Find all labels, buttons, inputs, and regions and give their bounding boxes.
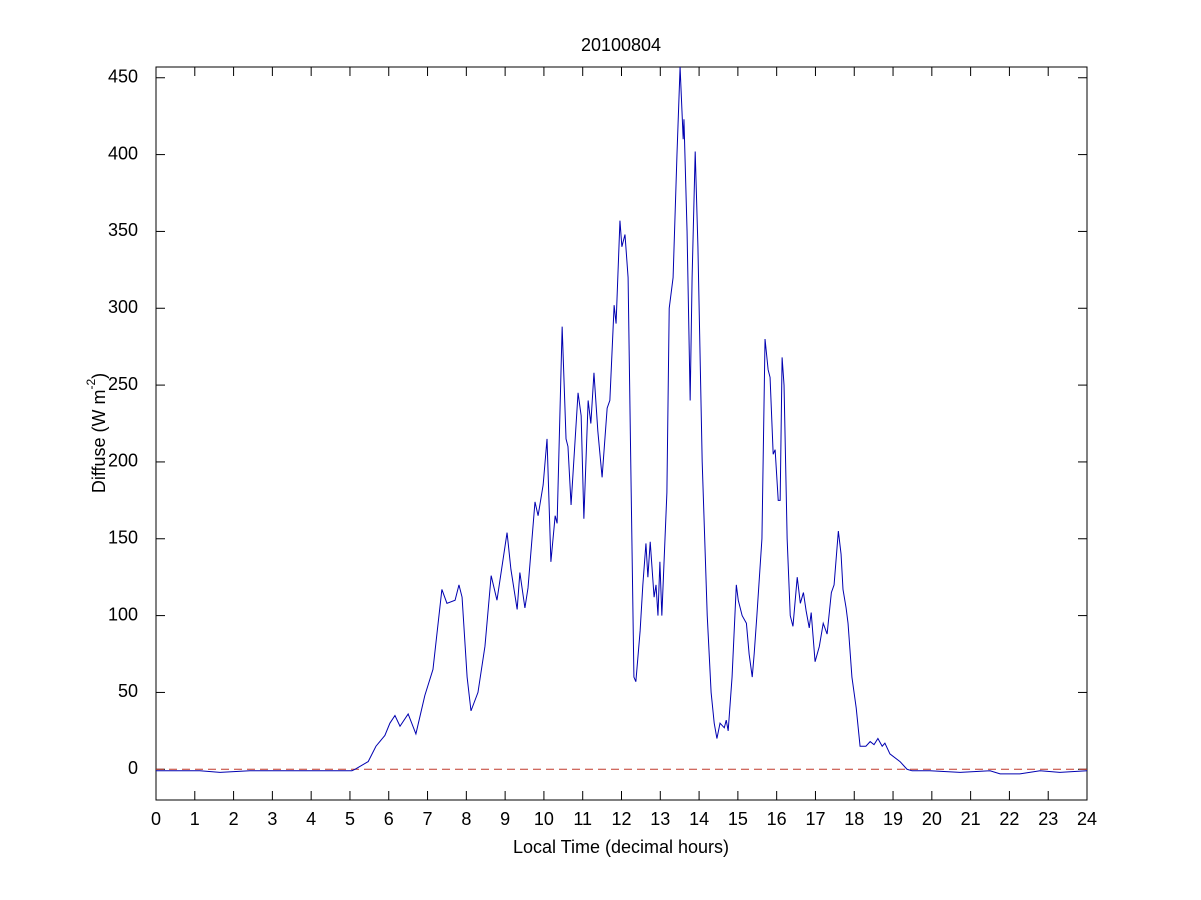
x-axis-label: Local Time (decimal hours)	[513, 837, 729, 857]
y-tick-label: 350	[108, 220, 138, 240]
y-tick-label: 300	[108, 297, 138, 317]
x-tick-label: 1	[190, 809, 200, 829]
x-tick-label: 18	[844, 809, 864, 829]
y-tick-label: 100	[108, 604, 138, 624]
y-tick-label: 50	[118, 681, 138, 701]
x-tick-label: 4	[306, 809, 316, 829]
x-tick-label: 21	[961, 809, 981, 829]
y-tick-label: 450	[108, 67, 138, 87]
x-tick-label: 23	[1038, 809, 1058, 829]
x-tick-label: 3	[267, 809, 277, 829]
x-tick-label: 9	[500, 809, 510, 829]
y-axis-label: Diffuse (W m-2)	[84, 373, 109, 493]
x-tick-label: 7	[423, 809, 433, 829]
x-tick-label: 6	[384, 809, 394, 829]
x-tick-label: 5	[345, 809, 355, 829]
x-tick-label: 16	[767, 809, 787, 829]
y-axis-label-superscript: -2	[84, 378, 98, 389]
x-tick-label: 12	[611, 809, 631, 829]
x-tick-label: 11	[573, 809, 592, 829]
data-line	[156, 66, 1088, 775]
y-tick-label: 200	[108, 451, 138, 471]
x-tick-label: 13	[650, 809, 670, 829]
x-tick-label: 22	[999, 809, 1019, 829]
chart-title: 20100804	[581, 35, 661, 55]
x-tick-label: 20	[922, 809, 942, 829]
y-axis-label-text: Diffuse (W m	[89, 389, 109, 493]
x-tick-label: 0	[151, 809, 161, 829]
x-tick-label: 14	[689, 809, 709, 829]
x-tick-label: 24	[1077, 809, 1097, 829]
x-tick-label: 8	[461, 809, 471, 829]
x-tick-label: 17	[805, 809, 825, 829]
x-tick-label: 2	[229, 809, 239, 829]
x-tick-label: 19	[883, 809, 903, 829]
x-tick-label: 15	[728, 809, 748, 829]
x-tick-label: 10	[534, 809, 554, 829]
y-tick-label: 250	[108, 374, 138, 394]
y-axis-label-suffix: )	[89, 373, 109, 379]
y-tick-label: 400	[108, 143, 138, 163]
y-tick-label: 150	[108, 528, 138, 548]
y-tick-label: 0	[128, 758, 138, 778]
